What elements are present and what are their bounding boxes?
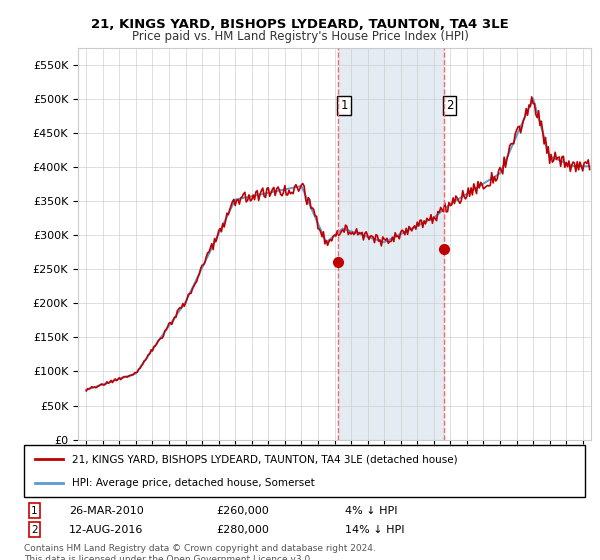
- Text: 4% ↓ HPI: 4% ↓ HPI: [345, 506, 398, 516]
- Text: 1: 1: [340, 99, 348, 112]
- Text: £260,000: £260,000: [216, 506, 269, 516]
- Text: 21, KINGS YARD, BISHOPS LYDEARD, TAUNTON, TA4 3LE (detached house): 21, KINGS YARD, BISHOPS LYDEARD, TAUNTON…: [71, 454, 457, 464]
- FancyBboxPatch shape: [24, 445, 585, 497]
- Text: £280,000: £280,000: [216, 525, 269, 535]
- Bar: [338, 48, 444, 440]
- Text: 1: 1: [31, 506, 38, 516]
- Text: 12-AUG-2016: 12-AUG-2016: [69, 525, 143, 535]
- Text: 14% ↓ HPI: 14% ↓ HPI: [345, 525, 404, 535]
- Text: Price paid vs. HM Land Registry's House Price Index (HPI): Price paid vs. HM Land Registry's House …: [131, 30, 469, 43]
- Text: 21, KINGS YARD, BISHOPS LYDEARD, TAUNTON, TA4 3LE: 21, KINGS YARD, BISHOPS LYDEARD, TAUNTON…: [91, 18, 509, 31]
- Text: Contains HM Land Registry data © Crown copyright and database right 2024.
This d: Contains HM Land Registry data © Crown c…: [24, 544, 376, 560]
- Text: 26-MAR-2010: 26-MAR-2010: [69, 506, 144, 516]
- Text: 2: 2: [31, 525, 38, 535]
- Text: HPI: Average price, detached house, Somerset: HPI: Average price, detached house, Some…: [71, 478, 314, 488]
- Text: 2: 2: [446, 99, 454, 112]
